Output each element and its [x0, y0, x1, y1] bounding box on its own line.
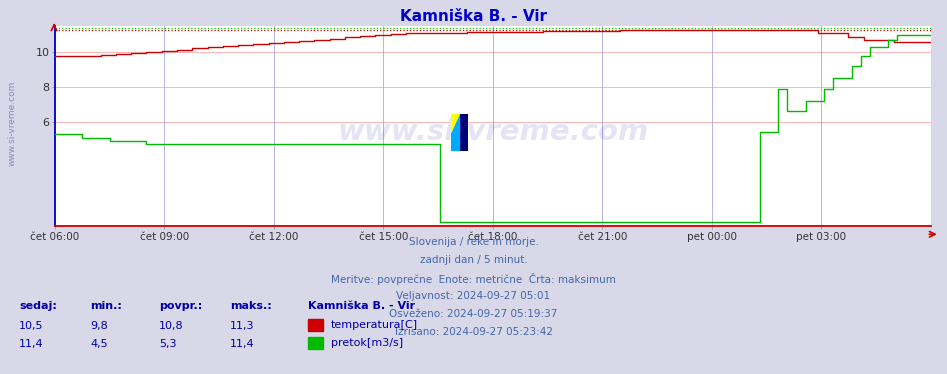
- Text: maks.:: maks.:: [230, 301, 272, 310]
- Text: Slovenija / reke in morje.: Slovenija / reke in morje.: [408, 237, 539, 248]
- Text: pretok[m3/s]: pretok[m3/s]: [331, 338, 402, 347]
- Text: povpr.:: povpr.:: [159, 301, 203, 310]
- Text: 10,8: 10,8: [159, 321, 184, 331]
- Text: Meritve: povprečne  Enote: metrične  Črta: maksimum: Meritve: povprečne Enote: metrične Črta:…: [331, 273, 616, 285]
- Text: 4,5: 4,5: [90, 339, 108, 349]
- Polygon shape: [451, 114, 459, 151]
- Text: 11,4: 11,4: [19, 339, 44, 349]
- Text: Kamniška B. - Vir: Kamniška B. - Vir: [308, 301, 415, 310]
- Polygon shape: [451, 114, 468, 151]
- Text: Izrisano: 2024-09-27 05:23:42: Izrisano: 2024-09-27 05:23:42: [395, 327, 552, 337]
- Text: 10,5: 10,5: [19, 321, 44, 331]
- Text: www.si-vreme.com: www.si-vreme.com: [8, 81, 17, 166]
- Text: temperatura[C]: temperatura[C]: [331, 320, 418, 329]
- Text: 11,3: 11,3: [230, 321, 255, 331]
- Text: Kamniška B. - Vir: Kamniška B. - Vir: [400, 9, 547, 24]
- Text: Veljavnost: 2024-09-27 05:01: Veljavnost: 2024-09-27 05:01: [397, 291, 550, 301]
- Text: sedaj:: sedaj:: [19, 301, 57, 310]
- Text: www.si-vreme.com: www.si-vreme.com: [337, 118, 649, 146]
- Text: min.:: min.:: [90, 301, 122, 310]
- Text: 5,3: 5,3: [159, 339, 176, 349]
- Text: 9,8: 9,8: [90, 321, 108, 331]
- Polygon shape: [451, 114, 459, 133]
- Text: 11,4: 11,4: [230, 339, 255, 349]
- Text: Osveženo: 2024-09-27 05:19:37: Osveženo: 2024-09-27 05:19:37: [389, 309, 558, 319]
- Text: zadnji dan / 5 minut.: zadnji dan / 5 minut.: [420, 255, 527, 266]
